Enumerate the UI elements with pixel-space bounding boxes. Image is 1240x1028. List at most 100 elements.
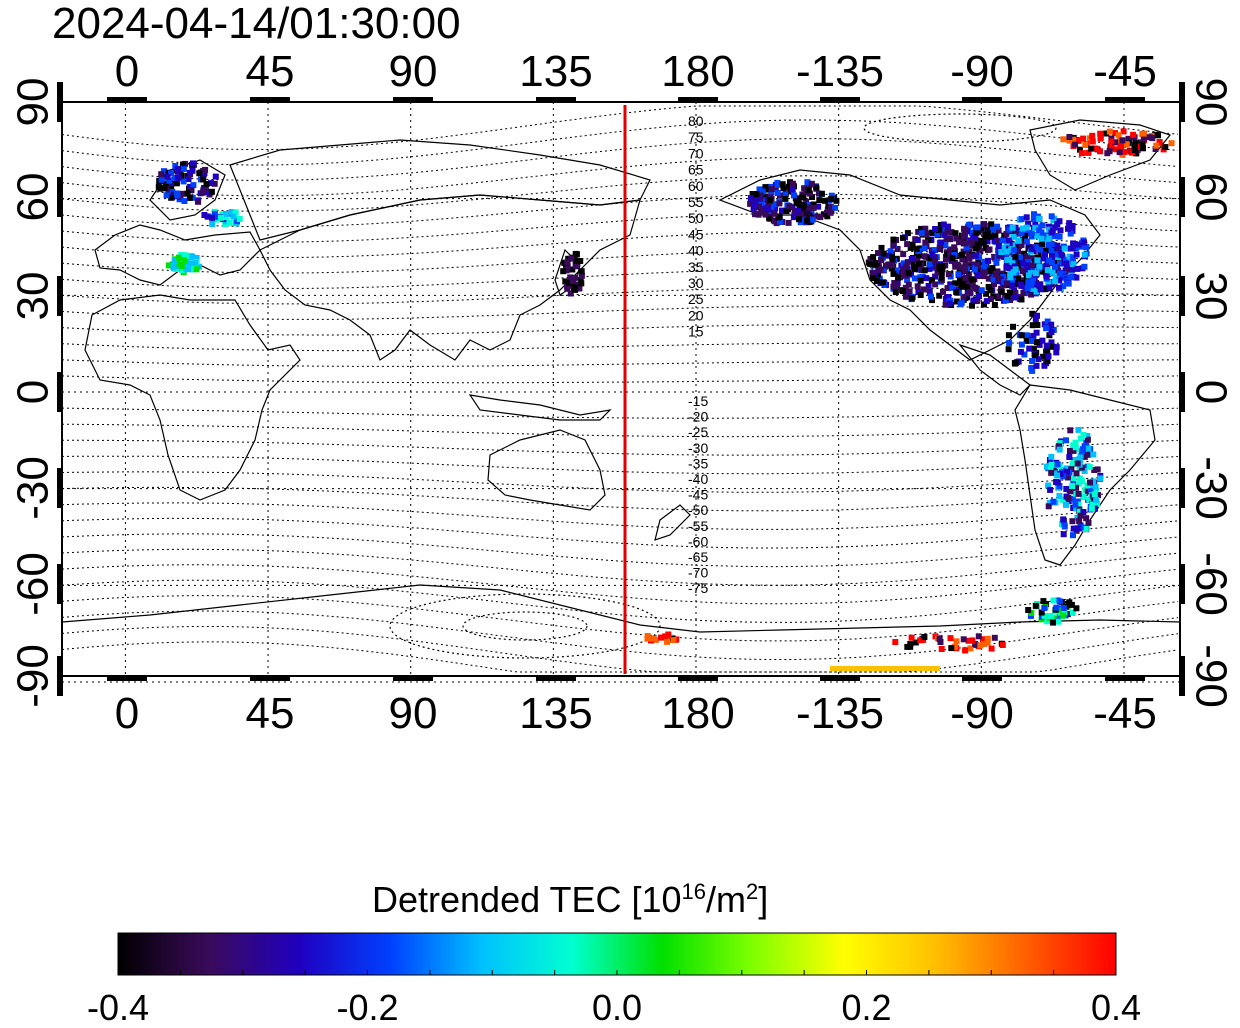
tec-pixel [786, 203, 793, 210]
tec-pixel [1070, 475, 1077, 482]
tec-pixel [1097, 475, 1104, 482]
tec-pixel [1075, 241, 1082, 248]
tec-pixel [1060, 612, 1067, 619]
tec-pixel [987, 287, 994, 294]
tec-pixel [1106, 148, 1113, 155]
siberia-outline [229, 139, 651, 241]
contour-label-north: 30 [688, 275, 704, 291]
tec-pixel [1063, 501, 1069, 508]
right-lat-label: 0 [1186, 380, 1235, 404]
tec-pixel [1006, 340, 1013, 346]
tec-pixel [904, 241, 911, 248]
tec-pixel [1051, 233, 1058, 239]
tec-pixel [182, 252, 189, 259]
tec-pixel [951, 251, 958, 258]
tec-pixel [929, 251, 936, 258]
tec-pixel [1045, 353, 1052, 360]
tec-pixel [955, 271, 962, 278]
tec-pixel [1108, 138, 1115, 145]
tec-pixel [762, 211, 769, 218]
tec-pixel [776, 200, 783, 207]
tec-pixel [1069, 609, 1076, 616]
tec-pixel [1046, 257, 1052, 264]
tec-pixel [1066, 253, 1073, 260]
tec-pixel [1040, 353, 1047, 360]
contour-label-south: -15 [688, 393, 708, 409]
tec-pixel [894, 280, 901, 287]
tec-pixel [174, 190, 180, 197]
tec-pixel [665, 631, 672, 638]
tec-pixel [1028, 246, 1035, 253]
tec-pixel [890, 283, 897, 290]
contour-line [61, 323, 1179, 336]
tec-pixel [1012, 274, 1018, 281]
tec-pixel [649, 635, 656, 642]
tec-pixel [765, 200, 772, 207]
tec-pixel [1141, 130, 1147, 137]
contour-line [61, 342, 1178, 352]
contour-label-north: 60 [688, 178, 704, 194]
tec-pixel [960, 248, 967, 255]
tec-pixel [1056, 284, 1062, 291]
contour-line [61, 564, 1179, 605]
tec-pixel [1033, 329, 1040, 336]
tec-pixel [921, 253, 928, 260]
tec-pixel [889, 254, 895, 261]
tec-pixel [921, 245, 928, 252]
tec-pixel [977, 247, 984, 254]
tec-pixel [944, 285, 951, 292]
tec-pixel [578, 280, 585, 287]
tec-pixel [751, 201, 758, 208]
tec-pixel [938, 239, 944, 246]
tec-pixel [211, 210, 218, 217]
tec-pixel [974, 297, 981, 304]
tec-pixel [1073, 605, 1080, 612]
tec-pixel [1050, 597, 1057, 604]
tec-pixel [1038, 235, 1045, 242]
tec-pixel [827, 209, 834, 216]
tec-pixel [562, 278, 569, 285]
tec-pixel [906, 288, 913, 295]
tec-pixel [174, 168, 181, 175]
tec-pixel [187, 183, 194, 190]
tec-pixel [181, 257, 188, 264]
colorbar-tick-label: -0.4 [86, 987, 150, 1028]
tec-pixel [965, 637, 972, 644]
tec-pixel [1048, 213, 1055, 220]
tec-pixel [1032, 225, 1039, 232]
left-lat-label: 0 [9, 380, 58, 404]
tec-pixel [805, 204, 812, 211]
tec-pixel [1011, 263, 1018, 270]
right-lat-label: -60 [1186, 552, 1235, 616]
tec-pixel [1018, 230, 1025, 237]
contour-line [61, 626, 1179, 673]
tec-pixel [999, 270, 1006, 277]
tec-pixel [984, 635, 991, 642]
tec-pixel [1066, 134, 1073, 140]
tec-pixel [1023, 337, 1030, 344]
tec-pixel [1152, 146, 1159, 152]
tec-pixel [576, 285, 583, 292]
europe-outline [94, 224, 261, 286]
tec-pixel [907, 244, 914, 251]
tec-pixel [1112, 130, 1118, 137]
tec-pixel [870, 254, 877, 261]
tec-pixel [1034, 312, 1040, 319]
tec-pixel [1089, 132, 1096, 139]
contour-label-north: 20 [688, 307, 704, 323]
tec-pixel [1028, 282, 1034, 289]
tec-pixel [969, 230, 976, 236]
tec-pixel [1080, 431, 1087, 438]
tec-pixel [1025, 220, 1032, 227]
tec-pixel [1091, 491, 1098, 498]
tec-pixel [907, 643, 914, 650]
tec-pixel [987, 233, 994, 240]
tec-pixel [1022, 232, 1029, 239]
contour-line [61, 486, 1179, 512]
tec-pixel [1092, 484, 1099, 490]
tec-pixel [972, 252, 979, 259]
tec-pixel [977, 642, 984, 649]
tec-pixel [749, 191, 756, 197]
tec-pixel [1040, 255, 1047, 262]
tec-pixel [921, 634, 928, 640]
